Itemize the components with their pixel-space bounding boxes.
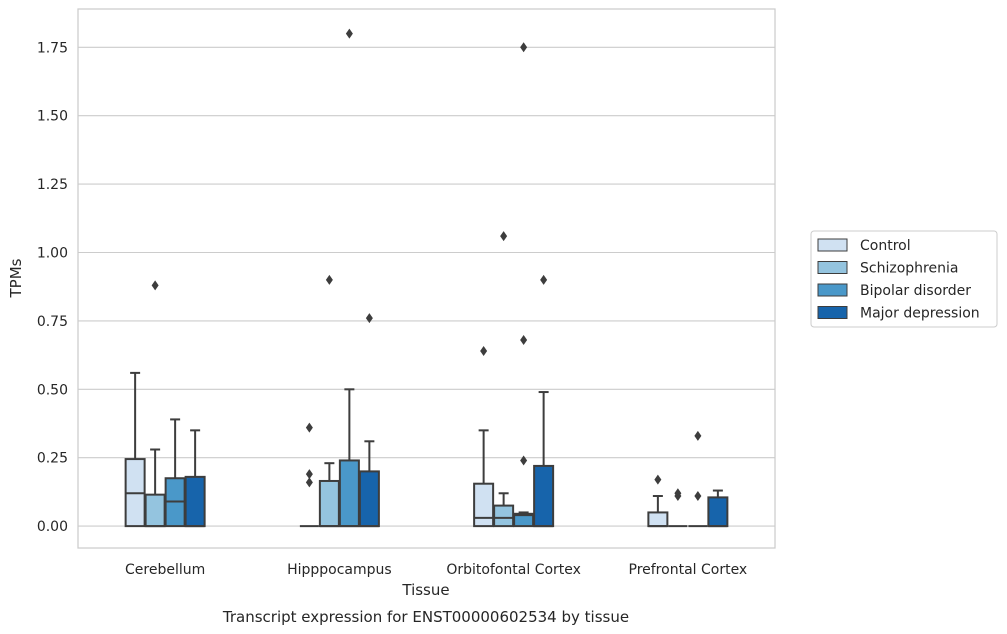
legend-swatch (817, 238, 848, 252)
y-tick-label: 0.50 (37, 382, 68, 398)
outlier-point (520, 335, 528, 346)
box-major-depression (533, 391, 555, 528)
legend-swatch (817, 306, 848, 319)
box-schizophrenia (493, 492, 515, 528)
y-tick-label: 1.25 (37, 177, 68, 193)
x-tick-label: Cerebellum (125, 562, 205, 578)
outlier-point (500, 231, 508, 242)
outlier-points (151, 28, 702, 502)
box-major-depression (358, 440, 380, 528)
y-tick-label: 0.75 (37, 314, 68, 330)
outlier-point (305, 422, 313, 433)
box-body (184, 475, 206, 528)
box-body (338, 459, 360, 528)
box-schizophrenia (144, 448, 166, 528)
y-tick-label: 1.50 (37, 109, 68, 125)
outlier-point (305, 469, 313, 480)
box-major-depression (184, 429, 206, 528)
legend-label: Control (860, 238, 911, 254)
outlier-point (674, 488, 682, 499)
legend-frame (810, 230, 998, 328)
y-axis-label: TPMs (7, 258, 25, 298)
box-body (144, 493, 166, 528)
box-schizophrenia (318, 462, 340, 528)
box-body (533, 464, 555, 528)
x-tick-label: Orbitofontal Cortex (446, 562, 581, 578)
outlier-point (520, 42, 528, 53)
box-major-depression (707, 489, 729, 528)
x-tick-label: Hipppocampus (287, 562, 392, 578)
outlier-point (365, 313, 373, 324)
chart-caption: Transcript expression for ENST0000060253… (222, 608, 629, 626)
x-axis-label: Tissue (401, 581, 449, 599)
legend-label: Schizophrenia (860, 261, 958, 277)
box-control (473, 429, 495, 528)
legend: Control Schizophrenia Bipolar disorder Majo… (810, 230, 998, 328)
box-body (707, 496, 729, 528)
box-body (493, 504, 515, 528)
box-body (647, 511, 669, 528)
legend-items: Control Schizophrenia Bipolar disorder Majo… (817, 238, 980, 322)
legend-label: Bipolar disorder (860, 283, 971, 299)
legend-swatch (817, 261, 848, 274)
outlier-point (345, 28, 353, 39)
y-tick-labels: 0.00 0.25 0.50 0.75 1.00 1.25 1.50 1.75 (37, 40, 68, 535)
y-tick-label: 1.00 (37, 246, 68, 262)
outlier-point (654, 474, 662, 485)
x-tick-labels: Cerebellum Hipppocampus Orbitofontal Corte… (125, 562, 747, 578)
outlier-point (480, 346, 488, 357)
boxes (124, 371, 729, 528)
gridlines (78, 46, 775, 527)
y-tick-label: 0.00 (37, 519, 68, 535)
x-tick-label: Prefrontal Cortex (629, 562, 748, 578)
box-control (124, 371, 146, 528)
y-tick-label: 1.75 (37, 40, 68, 56)
outlier-point (520, 455, 528, 466)
box-body (473, 482, 495, 528)
box-body (318, 479, 340, 528)
outlier-point (151, 280, 159, 291)
outlier-point (540, 274, 548, 285)
outlier-point (694, 430, 702, 441)
y-tick-label: 0.25 (37, 451, 68, 467)
legend-label: Major depression (860, 306, 980, 322)
outlier-point (694, 491, 702, 502)
outlier-point (325, 274, 333, 285)
plot-frame (77, 8, 776, 549)
box-bipolar-disorder (164, 418, 186, 528)
outlier-point (305, 477, 313, 488)
box-control (647, 495, 669, 528)
box-bipolar-disorder (513, 511, 535, 528)
box-body (358, 470, 380, 528)
legend-swatch (817, 283, 848, 297)
